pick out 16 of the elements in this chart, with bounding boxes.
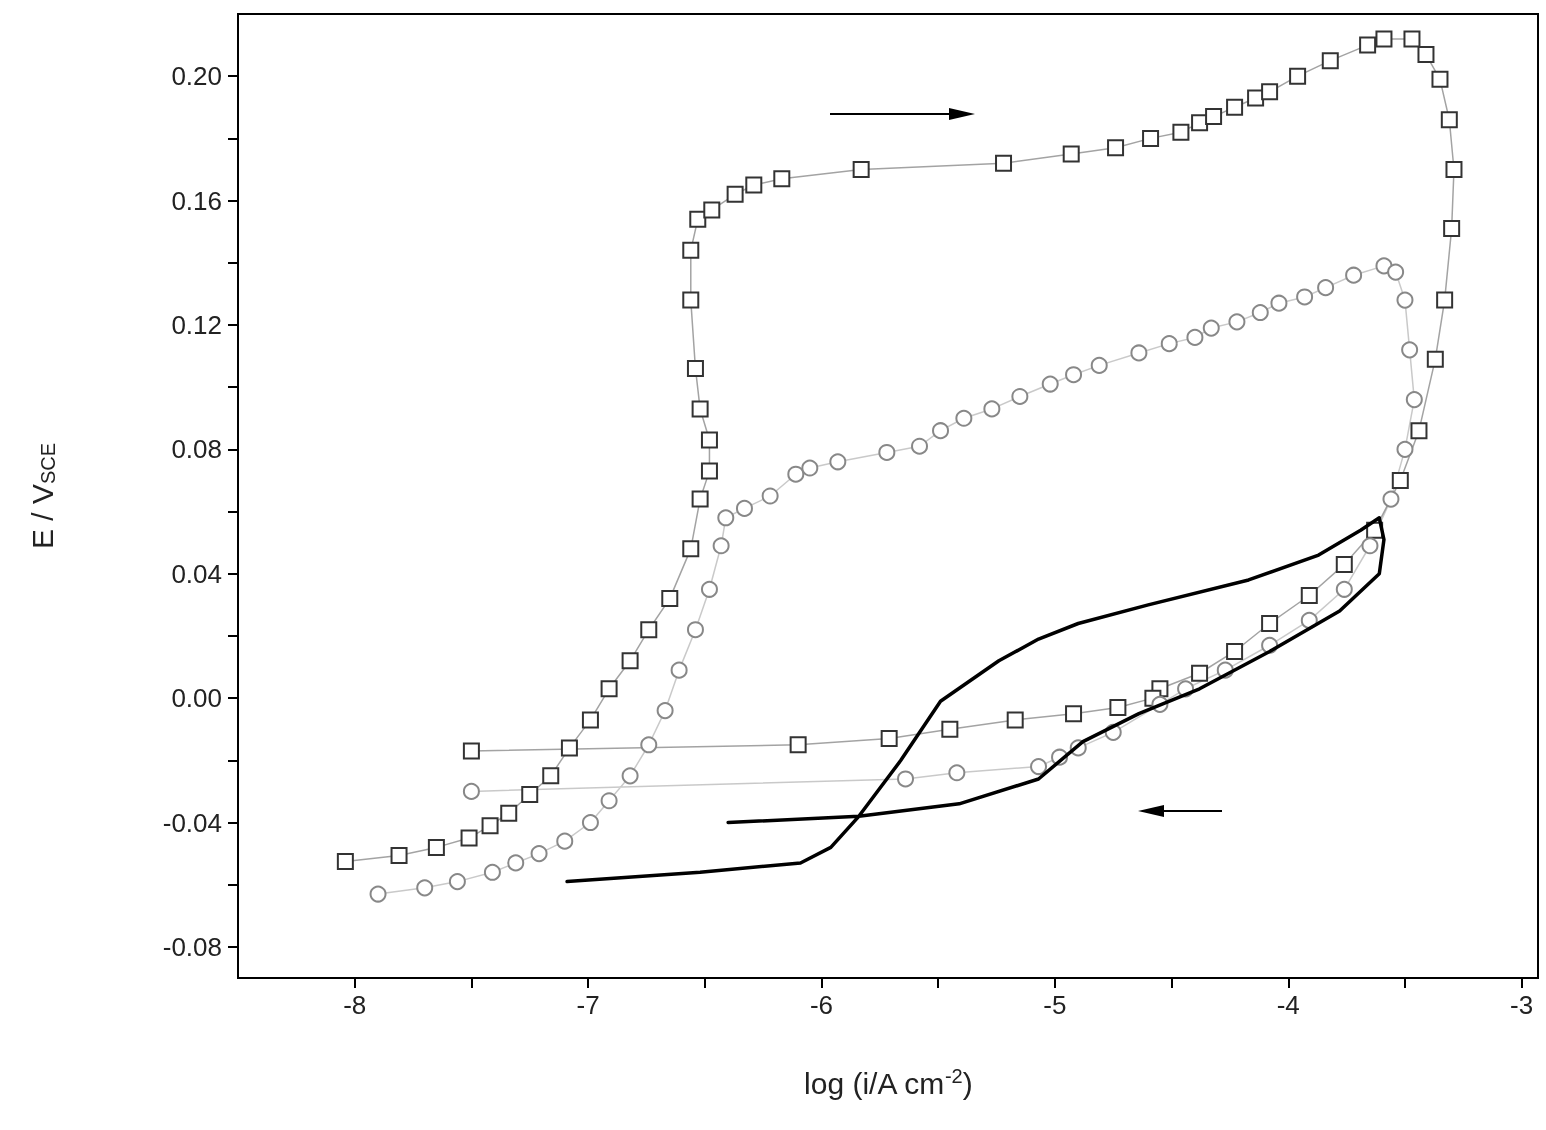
x-tick-label: -4 [1276, 990, 1300, 1020]
y-tick-label: 0.12 [171, 309, 222, 340]
y-tick-label: 0.20 [171, 61, 222, 92]
y-tick-label: 0.00 [171, 683, 222, 714]
x-tick-label: -6 [809, 990, 834, 1020]
y-tick-label: 0.08 [171, 434, 222, 465]
y-tick-label: 0.04 [171, 558, 222, 589]
x-tick-label: -7 [576, 990, 600, 1020]
x-tick-label: -3 [1510, 990, 1534, 1020]
y-tick-label: 0.16 [171, 185, 222, 216]
y-axis-title: E / VSCE [25, 442, 59, 550]
x-tick-label: -5 [1043, 990, 1067, 1020]
y-tick-label: -0.04 [162, 807, 222, 838]
line-series [565, 516, 1386, 884]
y-tick-label: -0.08 [162, 931, 222, 962]
x-tick-label: -8 [343, 990, 367, 1020]
